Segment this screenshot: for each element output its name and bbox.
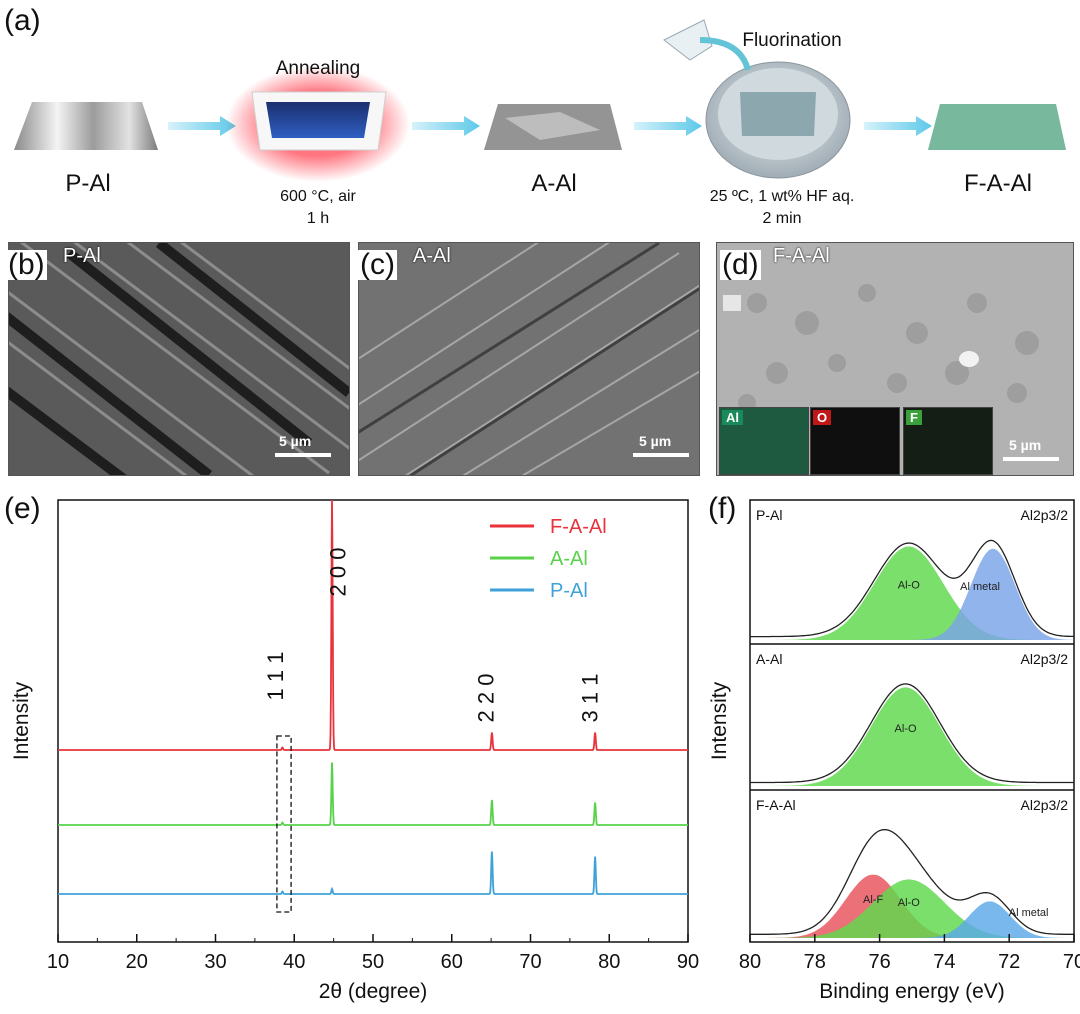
scale-label-b: 5 µm — [279, 433, 312, 449]
xps-ylabel: Intensity — [708, 681, 731, 760]
xrd-xtick-label-40: 40 — [283, 951, 305, 973]
xps-A-Al-component-label-Al-O: Al-O — [895, 723, 917, 735]
xps-xlabel: Binding energy (eV) — [819, 980, 1005, 1003]
step-f-a-al: F-A-Al — [964, 170, 1032, 197]
sem-tag-f-a-al: F-A-Al — [773, 245, 830, 267]
step-a-al: A-Al — [531, 170, 577, 197]
scale-label-c: 5 µm — [639, 433, 672, 449]
scale-label-d: 5 µm — [1009, 437, 1042, 453]
sem-image-f-a-al: F-A-Al 5 µm Al O F — [716, 242, 1074, 476]
sem-image-p-al: P-Al 5 µm — [8, 242, 350, 476]
xps-P-Al-component-label-Al-O: Al-O — [898, 580, 920, 592]
p-al-plate — [14, 102, 158, 150]
xrd-xlabel: 2θ (degree) — [319, 980, 428, 1003]
xrd-xtick-label-30: 30 — [204, 951, 226, 973]
xps-P-Al-sample-label: P-Al — [756, 507, 782, 523]
xrd-peak-label-311: 3 1 1 — [577, 674, 602, 723]
fluorination-condition-2: 2 min — [762, 210, 802, 227]
xps-xtick-label-80: 80 — [739, 951, 761, 973]
xrd-series-P-Al — [58, 851, 688, 895]
eds-tag-f: F — [906, 410, 922, 425]
panel-e-label: (e) — [4, 492, 41, 525]
eds-map-al: Al — [719, 407, 809, 475]
xrd-peak-label-200: 2 0 0 — [325, 548, 350, 597]
xps-chart: P-Al Al2p3/2 Al-O Al metal A-Al Al2p3/2 Al-O F-… — [708, 499, 1080, 1003]
panel-c-label: (c) — [358, 248, 397, 281]
xps-F-A-Al-component-label-Al-O: Al-O — [898, 897, 920, 909]
xrd-series-F-A-Al — [58, 499, 688, 751]
step-p-al: P-Al — [65, 170, 111, 197]
xps-F-A-Al-component-Al-metal — [750, 901, 1074, 938]
eds-map-f: F — [903, 407, 993, 475]
xrd-peak-label-111: 1 1 1 — [263, 652, 288, 701]
eds-tag-al: Al — [722, 410, 743, 425]
xps-P-Al-component-label-Al-metal: Al metal — [960, 581, 1000, 593]
xrd-series-A-Al — [58, 762, 688, 826]
xrd-xtick-label-90: 90 — [677, 951, 699, 973]
sem-tag-a-al: A-Al — [413, 245, 451, 267]
xrd-legend-label-F-A-Al: F-A-Al — [550, 516, 607, 538]
annealing-title: Annealing — [275, 58, 361, 79]
xrd-legend-label-A-Al: A-Al — [550, 548, 588, 570]
xps-xtick-label-74: 74 — [933, 951, 955, 973]
xrd-xtick-label-70: 70 — [519, 951, 541, 973]
scalebar-d — [1003, 457, 1059, 461]
xrd-111-highlight-box — [276, 735, 292, 913]
xps-xtick-label-78: 78 — [804, 951, 826, 973]
xrd-legend-label-P-Al: P-Al — [550, 580, 588, 602]
xps-A-Al-region-label: Al2p3/2 — [1021, 651, 1069, 667]
arrow-1 — [168, 116, 236, 136]
xps-F-A-Al-component-label-Al-metal: Al metal — [1009, 907, 1049, 919]
sem-texture-a-al — [359, 243, 699, 475]
xrd-peak-label-220: 2 2 0 — [473, 674, 498, 723]
panel-a-label: (a) — [4, 4, 41, 37]
xps-A-Al-sample-label: A-Al — [756, 651, 782, 667]
arrow-4 — [864, 116, 932, 136]
xrd-ylabel: Intensity — [10, 681, 33, 760]
panel-b-label: (b) — [6, 248, 47, 281]
xps-F-A-Al-region-label: Al2p3/2 — [1021, 797, 1069, 813]
xps-F-A-Al-component-Al-F — [750, 874, 1074, 938]
xps-P-Al-envelope — [750, 539, 1075, 638]
annealing-condition-2: 1 h — [306, 210, 330, 227]
xps-xtick-label-70: 70 — [1063, 951, 1080, 973]
xps-F-A-Al-sample-label: F-A-Al — [756, 797, 796, 813]
xrd-xtick-label-20: 20 — [126, 951, 148, 973]
panel-f-label: (f) — [708, 492, 737, 525]
crucible-sample — [266, 102, 370, 138]
xrd-xtick-label-60: 60 — [441, 951, 463, 973]
xps-F-A-Al-envelope — [750, 828, 1074, 935]
sem-tag-p-al: P-Al — [63, 245, 101, 267]
scalebar-b — [275, 453, 331, 457]
process-scheme — [14, 19, 1066, 182]
sem-texture-p-al — [9, 243, 349, 475]
xps-A-Al-envelope — [750, 683, 1074, 784]
eds-map-o: O — [810, 407, 900, 475]
xrd-xtick-label-80: 80 — [598, 951, 620, 973]
xps-xtick-label-72: 72 — [998, 951, 1020, 973]
eds-tag-o: O — [813, 410, 832, 425]
f-a-al-plate — [928, 104, 1066, 150]
xrd-xtick-label-50: 50 — [362, 951, 384, 973]
xps-P-Al-component-Al-O — [750, 546, 1074, 640]
xps-P-Al-region-label: Al2p3/2 — [1021, 507, 1069, 523]
xps-A-Al-component-Al-O — [750, 687, 1074, 786]
annealing-condition-1: 600 °C, air — [280, 188, 356, 205]
xps-frame — [749, 499, 1075, 943]
xps-F-A-Al-component-label-Al-F: Al-F — [863, 894, 883, 906]
xps-P-Al-component-Al-metal — [750, 548, 1074, 640]
xrd-chart: 10 20 30 40 50 60 70 80 90 2θ (degree) Intensity 1 … — [10, 499, 699, 1003]
xrd-xtick-label-10: 10 — [47, 951, 69, 973]
fluorination-title: Fluorination — [742, 30, 842, 51]
arrow-3 — [634, 116, 702, 136]
sem-image-a-al: A-Al 5 µm — [358, 242, 700, 476]
scalebar-c — [633, 453, 689, 457]
hf-beaker — [663, 19, 713, 61]
fluorination-condition-1: 25 ºC, 1 wt% HF aq. — [709, 188, 855, 205]
xps-xtick-label-76: 76 — [868, 951, 890, 973]
panel-d-label: (d) — [720, 248, 761, 281]
arrow-2 — [412, 116, 480, 136]
xps-F-A-Al-component-Al-O — [750, 879, 1074, 938]
